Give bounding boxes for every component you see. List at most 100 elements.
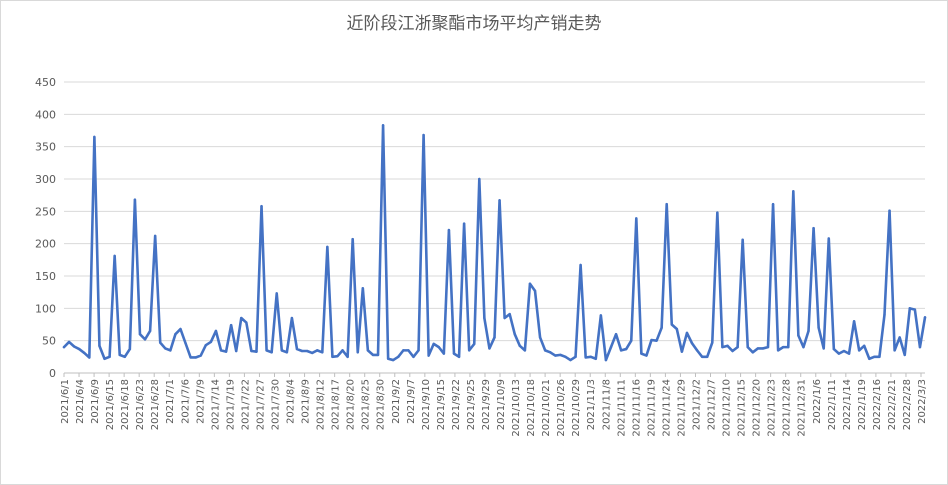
- data-point: [83, 351, 86, 355]
- x-tick-label: 2022/2/21: [887, 379, 898, 430]
- y-tick-label: 450: [35, 76, 56, 89]
- data-point: [229, 323, 233, 327]
- x-tick-label: 2022/2/28: [902, 379, 913, 430]
- x-tick-label: 2021/12/10: [722, 379, 733, 437]
- x-tick-label: 2022/3/3: [917, 379, 928, 424]
- data-point: [756, 347, 760, 350]
- data-point: [888, 209, 891, 212]
- data-point: [781, 345, 785, 349]
- series: [62, 124, 927, 362]
- data-point: [538, 336, 542, 339]
- x-tick-label: 2022/1/14: [842, 379, 853, 430]
- data-point: [321, 351, 324, 354]
- x-tick-label: 2021/8/30: [376, 379, 387, 430]
- data-point: [761, 347, 765, 350]
- x-tick-label: 2021/12/20: [752, 379, 763, 437]
- x-tick-label: 2021/11/8: [601, 379, 612, 430]
- data-point: [680, 350, 684, 353]
- data-point: [579, 263, 582, 267]
- data-point: [873, 355, 876, 359]
- data-point: [599, 314, 603, 317]
- data-point: [700, 355, 704, 359]
- data-point: [437, 345, 440, 349]
- data-point: [457, 355, 461, 359]
- data-point: [478, 177, 481, 181]
- data-point: [305, 349, 309, 353]
- data-point: [351, 237, 354, 241]
- data-point: [822, 347, 825, 350]
- chart-title: 近阶段江浙聚酯市场平均产销走势: [346, 14, 602, 34]
- data-point: [847, 352, 851, 355]
- data-point: [913, 308, 917, 311]
- y-tick-label: 250: [35, 205, 56, 218]
- y-axis: 0 50 100 150 200 250 300 350 400 450: [35, 76, 56, 380]
- data-point: [792, 190, 795, 193]
- data-point: [508, 312, 511, 316]
- data-point: [108, 355, 111, 359]
- data-point: [98, 344, 101, 348]
- data-point: [630, 339, 633, 342]
- data-point: [776, 349, 780, 352]
- data-point: [174, 333, 177, 336]
- data-point: [746, 345, 749, 349]
- data-point: [609, 345, 613, 349]
- x-tick-label: 2021/7/14: [210, 379, 221, 430]
- data-point: [533, 289, 537, 293]
- data-point: [118, 353, 121, 357]
- x-tick-label: 2021/12/15: [737, 379, 748, 437]
- data-point: [559, 353, 562, 357]
- data-point: [361, 287, 365, 290]
- data-point: [128, 347, 132, 351]
- data-point: [493, 336, 496, 339]
- x-tick-label: 2022/2/16: [872, 379, 883, 430]
- data-point: [366, 349, 370, 352]
- x-tick-label: 2021/12/28: [782, 379, 793, 437]
- data-point: [346, 355, 349, 359]
- data-point: [523, 349, 527, 352]
- data-point: [133, 198, 137, 201]
- data-point: [483, 316, 486, 320]
- data-point: [310, 351, 314, 355]
- x-tick-label: 2021/6/18: [120, 379, 131, 430]
- data-point: [326, 245, 329, 249]
- data-point: [462, 222, 466, 225]
- y-tick-label: 200: [35, 238, 56, 251]
- data-point: [235, 349, 238, 353]
- data-point: [543, 349, 547, 352]
- data-point: [771, 203, 775, 206]
- x-tick-label: 2021/11/24: [661, 379, 672, 437]
- data-point: [711, 341, 714, 344]
- data-point: [852, 320, 856, 323]
- data-point: [103, 357, 106, 360]
- data-point: [184, 342, 187, 345]
- data-point: [797, 334, 800, 337]
- x-tick-label: 2021/7/19: [225, 379, 236, 430]
- y-tick-label: 300: [35, 173, 56, 186]
- x-tick-label: 2021/7/27: [255, 379, 266, 430]
- data-point: [260, 204, 263, 208]
- x-tick-label: 2021/6/23: [135, 379, 146, 430]
- data-point: [584, 356, 587, 359]
- data-point: [427, 354, 430, 357]
- data-point: [194, 356, 197, 359]
- x-tick-label: 2021/10/18: [526, 379, 537, 437]
- data-point: [138, 333, 142, 336]
- x-tick-label: 2021/6/1: [60, 379, 71, 424]
- x-tick-label: 2021/7/30: [270, 379, 281, 430]
- x-tick-label: 2021/8/25: [361, 379, 372, 430]
- data-point: [589, 355, 592, 359]
- x-tick-label: 2021/6/4: [75, 379, 86, 424]
- x-tick-label: 2021/9/25: [466, 379, 477, 430]
- data-point: [863, 344, 866, 348]
- data-point: [392, 358, 395, 362]
- data-point: [685, 331, 689, 335]
- data-point: [893, 349, 896, 352]
- x-tick-label: 2021/9/10: [421, 379, 432, 430]
- data-point: [473, 342, 476, 346]
- x-tick-label: 2021/11/29: [676, 379, 687, 437]
- x-tick-label: 2021/12/2: [691, 379, 702, 430]
- data-point: [376, 353, 380, 357]
- data-point: [62, 345, 66, 349]
- x-tick-label: 2021/6/9: [90, 379, 101, 424]
